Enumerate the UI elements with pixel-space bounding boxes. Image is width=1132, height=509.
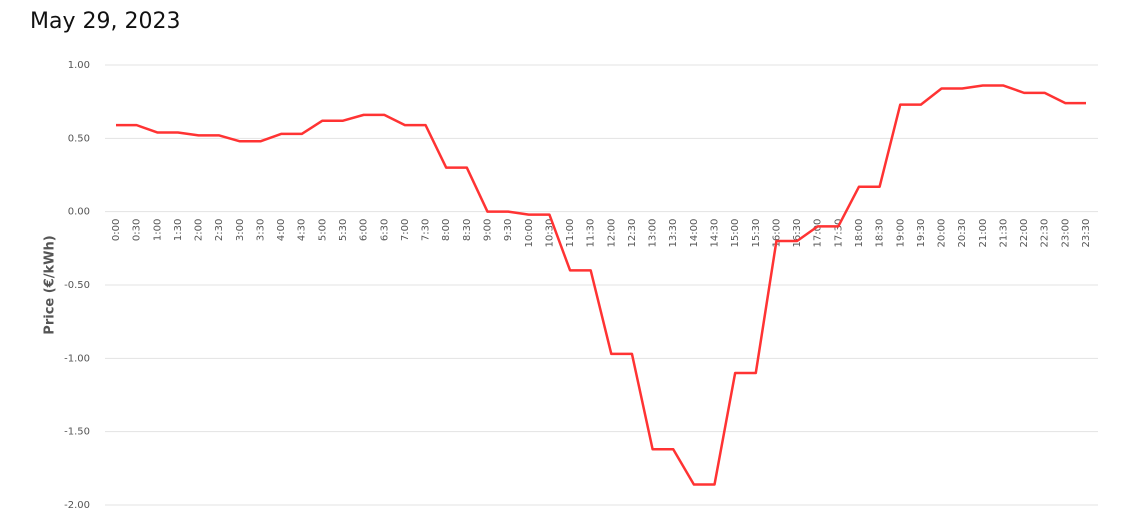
x-tick-label: 15:30 [751,219,762,248]
x-tick-label: 22:30 [1040,219,1051,248]
x-tick-label: 15:00 [730,219,741,248]
x-tick-label: 3:00 [235,219,246,241]
x-tick-label: 10:30 [544,219,555,248]
x-tick-label: 23:00 [1060,219,1071,248]
x-tick-label: 6:30 [379,219,390,241]
x-tick-label: 16:00 [771,219,782,248]
x-tick-label: 0:30 [132,219,143,241]
x-tick-label: 11:30 [586,219,597,248]
x-tick-label: 2:00 [194,219,205,241]
x-tick-label: 8:00 [441,219,452,241]
x-tick-label: 20:00 [937,219,948,248]
x-tick-label: 17:30 [833,219,844,248]
y-tick-label: 0.00 [68,207,90,218]
x-tick-label: 12:30 [627,219,638,248]
x-tick-label: 14:30 [710,219,721,248]
x-tick-label: 9:00 [482,219,493,241]
x-tick-label: 13:30 [668,219,679,248]
x-tick-label: 7:00 [400,219,411,241]
y-tick-label: -2.00 [64,500,90,509]
y-tick-label: -0.50 [64,280,90,291]
x-tick-label: 18:00 [854,219,865,248]
x-tick-label: 21:00 [978,219,989,248]
x-tick-label: 23:30 [1081,219,1092,248]
x-tick-label: 20:30 [957,219,968,248]
x-tick-label: 22:00 [1019,219,1030,248]
x-tick-label: 12:00 [606,219,617,248]
x-tick-label: 14:00 [689,219,700,248]
y-tick-label: 1.00 [68,60,90,71]
x-tick-label: 19:00 [895,219,906,248]
x-tick-label: 1:00 [152,219,163,241]
x-tick-label: 16:30 [792,219,803,248]
x-tick-label: 0:00 [111,219,122,241]
chart-title: May 29, 2023 [30,9,180,34]
y-axis-label: Price (€/kWh) [43,235,58,334]
x-tick-label: 17:00 [813,219,824,248]
x-tick-label: 9:30 [503,219,514,241]
x-tick-label: 11:00 [565,219,576,248]
y-tick-label: 0.50 [68,133,90,144]
line-series [116,84,1086,486]
x-tick-label: 21:30 [998,219,1009,248]
x-tick-label: 2:30 [214,219,225,241]
x-tick-label: 7:30 [421,219,432,241]
x-tick-label: 10:00 [524,219,535,248]
y-tick-label: -1.00 [64,353,90,364]
y-tick-label: -1.50 [64,427,90,438]
x-tick-label: 6:00 [359,219,370,241]
x-tick-label: 3:30 [255,219,266,241]
x-tick-label: 5:30 [338,219,349,241]
x-tick-label: 8:30 [462,219,473,241]
x-tick-label: 18:30 [875,219,886,248]
x-tick-label: 1:30 [173,219,184,241]
x-tick-label: 13:00 [648,219,659,248]
x-tick-label: 19:30 [916,219,927,248]
x-tick-label: 4:00 [276,219,287,241]
x-tick-label: 5:00 [317,219,328,241]
x-tick-label: 4:30 [297,219,308,241]
